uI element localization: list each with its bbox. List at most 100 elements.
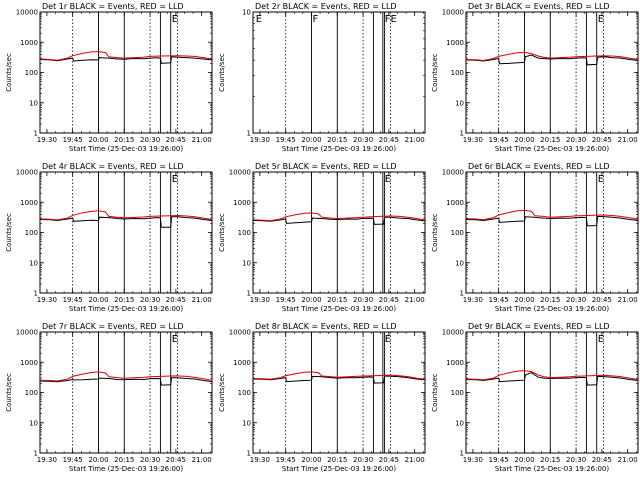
x-tick-label: 20:00 bbox=[301, 136, 321, 144]
event-marker-label: E bbox=[598, 334, 604, 345]
y-tick-label: 10 bbox=[455, 419, 464, 427]
lld-series-line bbox=[39, 210, 213, 221]
x-tick-label: 20:15 bbox=[327, 136, 347, 144]
x-tick-label: 20:30 bbox=[353, 136, 373, 144]
y-tick-label: 1000 bbox=[446, 359, 464, 367]
x-tick-label: 20:45 bbox=[592, 456, 612, 464]
plot-frame bbox=[252, 331, 426, 454]
y-tick-label: 10000 bbox=[442, 9, 464, 17]
y-tick-label: 10000 bbox=[442, 329, 464, 337]
plot-frame bbox=[465, 171, 639, 294]
event-marker-label: E bbox=[598, 14, 604, 25]
plot-frame bbox=[39, 171, 213, 294]
x-tick-label: 21:00 bbox=[192, 296, 212, 304]
lld-series-line bbox=[465, 209, 639, 221]
x-axis-label: Start Time (25-Dec-03 19:26:00) bbox=[282, 145, 396, 153]
x-tick-label: 20:15 bbox=[114, 136, 134, 144]
event-marker-label: F bbox=[312, 14, 318, 25]
y-tick-label: 1000 bbox=[233, 199, 251, 207]
x-tick-label: 20:00 bbox=[514, 136, 534, 144]
y-tick-label: 1 bbox=[460, 290, 464, 298]
y-tick-label: 10 bbox=[242, 419, 251, 427]
events-series-line bbox=[465, 215, 639, 227]
x-tick-label: 19:45 bbox=[276, 456, 296, 464]
y-tick-label: 10000 bbox=[442, 169, 464, 177]
panel-title: Det 8r BLACK = Events, RED = LLD bbox=[255, 322, 397, 331]
y-axis-label: Counts/sec bbox=[5, 213, 13, 252]
x-axis-label: Start Time (25-Dec-03 19:26:00) bbox=[282, 465, 396, 473]
plot-frame bbox=[252, 11, 426, 134]
panel-title: Det 1r BLACK = Events, RED = LLD bbox=[42, 2, 184, 11]
y-tick-label: 1 bbox=[34, 290, 38, 298]
y-tick-label: 100 bbox=[238, 229, 251, 237]
lld-series-line bbox=[39, 371, 213, 382]
y-tick-label: 100 bbox=[451, 389, 464, 397]
y-tick-label: 100 bbox=[25, 69, 38, 77]
x-tick-label: 20:45 bbox=[592, 136, 612, 144]
y-tick-label: 1 bbox=[460, 450, 464, 458]
x-tick-label: 19:30 bbox=[37, 456, 57, 464]
x-tick-label: 20:45 bbox=[379, 136, 399, 144]
y-axis-label: Counts/sec bbox=[5, 53, 13, 92]
y-tick-label: 10 bbox=[29, 99, 38, 107]
event-marker-label: E bbox=[172, 174, 178, 185]
lld-series-line bbox=[465, 51, 639, 62]
y-tick-label: 10 bbox=[242, 9, 251, 17]
lld-series-line bbox=[39, 51, 213, 61]
x-tick-label: 19:30 bbox=[250, 296, 270, 304]
y-axis-label: Counts/sec bbox=[218, 53, 226, 92]
x-axis-label: Start Time (25-Dec-03 19:26:00) bbox=[495, 145, 609, 153]
x-tick-label: 20:30 bbox=[353, 456, 373, 464]
x-tick-label: 20:45 bbox=[379, 296, 399, 304]
y-tick-label: 1 bbox=[34, 450, 38, 458]
x-tick-label: 20:45 bbox=[166, 456, 186, 464]
panel-title: Det 5r BLACK = Events, RED = LLD bbox=[255, 162, 397, 171]
x-tick-label: 20:30 bbox=[566, 456, 586, 464]
x-tick-label: 20:30 bbox=[353, 296, 373, 304]
y-tick-label: 10 bbox=[242, 259, 251, 267]
y-axis-label: Counts/sec bbox=[218, 373, 226, 412]
panel-5: Det 5r BLACK = Events, RED = LLD 1 10 100 10… bbox=[218, 162, 426, 313]
y-tick-label: 1 bbox=[247, 290, 251, 298]
x-tick-label: 20:15 bbox=[327, 296, 347, 304]
x-tick-label: 19:30 bbox=[37, 136, 57, 144]
x-axis-label: Start Time (25-Dec-03 19:26:00) bbox=[69, 465, 183, 473]
y-tick-label: 1000 bbox=[233, 359, 251, 367]
y-tick-label: 10000 bbox=[229, 169, 251, 177]
x-axis-label: Start Time (25-Dec-03 19:26:00) bbox=[495, 465, 609, 473]
x-tick-label: 19:30 bbox=[463, 136, 483, 144]
x-tick-label: 20:00 bbox=[301, 296, 321, 304]
x-tick-label: 20:00 bbox=[88, 456, 108, 464]
y-tick-label: 10 bbox=[455, 259, 464, 267]
x-tick-label: 20:45 bbox=[166, 296, 186, 304]
panel-title: Det 4r BLACK = Events, RED = LLD bbox=[42, 162, 184, 171]
lld-series-line bbox=[465, 370, 639, 381]
panel-9: Det 9r BLACK = Events, RED = LLD 1 10 100 10… bbox=[431, 322, 639, 473]
x-tick-label: 20:30 bbox=[140, 296, 160, 304]
events-series-line bbox=[252, 216, 426, 225]
x-tick-label: 19:45 bbox=[489, 456, 509, 464]
x-tick-label: 21:00 bbox=[618, 456, 638, 464]
x-tick-label: 19:45 bbox=[276, 136, 296, 144]
x-tick-label: 20:45 bbox=[166, 136, 186, 144]
x-tick-label: 19:45 bbox=[63, 136, 83, 144]
x-tick-label: 21:00 bbox=[618, 136, 638, 144]
x-tick-label: 21:00 bbox=[618, 296, 638, 304]
x-tick-label: 20:00 bbox=[301, 456, 321, 464]
panel-title: Det 3r BLACK = Events, RED = LLD bbox=[468, 2, 610, 11]
y-tick-label: 10000 bbox=[16, 329, 38, 337]
plot-frame bbox=[465, 11, 639, 134]
x-tick-label: 19:30 bbox=[37, 296, 57, 304]
lld-series-line bbox=[252, 212, 426, 222]
y-tick-label: 1 bbox=[460, 130, 464, 138]
event-marker-label: E bbox=[172, 334, 178, 345]
x-tick-label: 20:15 bbox=[540, 456, 560, 464]
x-axis-label: Start Time (25-Dec-03 19:26:00) bbox=[69, 305, 183, 313]
x-tick-label: 20:15 bbox=[540, 136, 560, 144]
y-axis-label: Counts/sec bbox=[431, 373, 439, 412]
y-tick-label: 1 bbox=[247, 450, 251, 458]
event-marker-label: E bbox=[598, 174, 604, 185]
panel-title: Det 9r BLACK = Events, RED = LLD bbox=[468, 322, 610, 331]
panel-1: Det 1r BLACK = Events, RED = LLD 1 10 100 10… bbox=[5, 2, 213, 153]
